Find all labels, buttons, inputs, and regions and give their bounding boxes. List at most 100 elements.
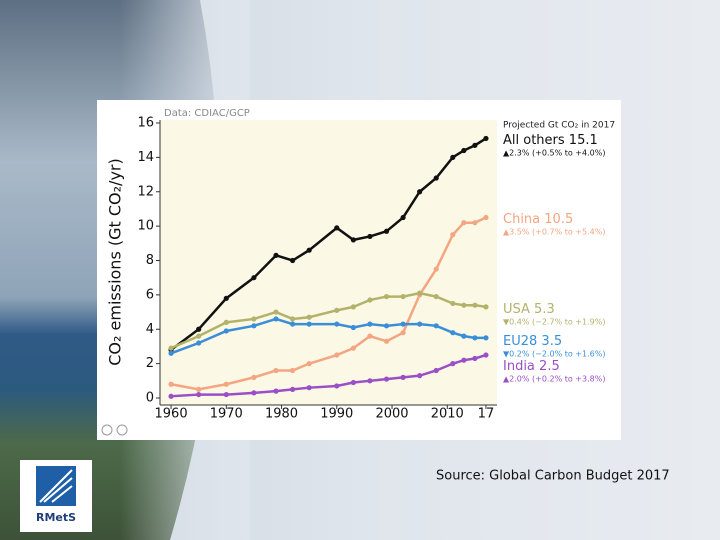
- plot-area: [160, 120, 497, 405]
- y-tick-label: 6: [146, 287, 154, 302]
- point: [289, 316, 296, 322]
- point: [383, 338, 390, 344]
- logo-text: RMetS: [36, 511, 76, 524]
- point: [461, 147, 467, 154]
- point: [367, 333, 373, 339]
- point: [168, 350, 174, 356]
- series-projection: ▼0.4% (−2.7% to +1.9%): [503, 318, 605, 327]
- point: [472, 220, 478, 226]
- point: [273, 388, 279, 394]
- point: [306, 361, 312, 367]
- y-tick-label: 8: [146, 253, 154, 268]
- series-line: [170, 216, 487, 391]
- series-end-value: 15.1: [569, 133, 598, 148]
- data-credit: Data: CDIAC/GCP: [164, 108, 250, 119]
- point: [400, 321, 406, 327]
- point: [168, 393, 174, 399]
- point: [433, 323, 439, 329]
- point: [483, 135, 489, 142]
- point: [472, 355, 478, 362]
- point: [450, 361, 456, 367]
- chart: 0 2 4 6 8 10 12 14 16 1960 1970 1980 1990 2000 2010 17 A…: [137, 116, 605, 422]
- point: [350, 379, 356, 386]
- point: [223, 391, 229, 398]
- cc-icon: [101, 424, 113, 436]
- series-label: USA 5.3: [503, 302, 555, 317]
- point: [450, 232, 456, 238]
- point: [472, 142, 478, 148]
- x-tick-label: 1970: [210, 407, 243, 422]
- y-tick-label: 4: [146, 322, 154, 337]
- point: [273, 316, 279, 322]
- point: [168, 381, 174, 387]
- point: [223, 319, 229, 325]
- point: [383, 376, 390, 382]
- point: [461, 302, 467, 308]
- point: [433, 293, 439, 300]
- point: [383, 323, 390, 329]
- point: [306, 247, 312, 253]
- point: [334, 321, 340, 327]
- series-label: China 10.5: [503, 212, 573, 227]
- series-projection: ▲2.0% (+0.2% to +3.8%): [503, 375, 605, 384]
- point: [223, 295, 229, 301]
- point: [334, 352, 340, 358]
- point: [350, 324, 356, 331]
- y-axis-label: CO₂ emissions (Gt CO₂/yr): [106, 158, 125, 365]
- point: [483, 304, 489, 310]
- point: [450, 154, 456, 160]
- point: [196, 340, 202, 346]
- logo-lines: [39, 469, 73, 503]
- y-tick-label: 0: [146, 391, 154, 406]
- point: [367, 321, 373, 327]
- y-tick-label: 16: [137, 116, 154, 131]
- by-icon: [116, 424, 128, 436]
- y-tick-label: 2: [146, 356, 154, 371]
- point: [251, 323, 257, 329]
- point: [450, 330, 456, 336]
- point: [461, 220, 467, 226]
- x-tick-label: 1980: [265, 407, 298, 422]
- point: [417, 373, 423, 379]
- point: [223, 328, 229, 334]
- series-end-value: 3.5: [541, 334, 562, 349]
- point: [400, 214, 406, 221]
- point: [433, 367, 439, 374]
- point: [400, 374, 406, 380]
- series-label: All others 15.1: [503, 133, 598, 148]
- point: [334, 225, 340, 231]
- point: [273, 252, 279, 258]
- x-tick-label: 1990: [320, 407, 353, 422]
- point: [196, 326, 202, 332]
- series-label: India 2.5: [503, 359, 560, 374]
- point: [350, 345, 356, 351]
- x-tick-label: 1960: [155, 407, 188, 422]
- point: [196, 333, 202, 339]
- point: [306, 321, 312, 327]
- point: [251, 374, 257, 380]
- x-tick-label: 2000: [375, 407, 408, 422]
- point: [383, 293, 390, 300]
- point: [334, 307, 340, 313]
- x-tick-label: 2010: [431, 407, 464, 422]
- series-name: All others: [503, 133, 565, 148]
- point: [289, 257, 296, 264]
- point: [196, 386, 202, 393]
- series-label: EU28 3.5: [503, 334, 562, 349]
- point: [251, 390, 257, 396]
- point: [483, 214, 489, 221]
- y-tick-label: 14: [137, 150, 154, 165]
- point: [483, 335, 489, 341]
- point: [168, 345, 174, 351]
- point: [472, 302, 478, 308]
- series-projection: ▲2.3% (+0.5% to +4.0%): [503, 149, 605, 158]
- series-name: India: [503, 359, 535, 374]
- point: [400, 293, 406, 300]
- point: [223, 381, 229, 387]
- point: [417, 189, 423, 195]
- point: [350, 304, 356, 310]
- point: [367, 233, 373, 240]
- point: [367, 297, 373, 303]
- point: [289, 386, 296, 393]
